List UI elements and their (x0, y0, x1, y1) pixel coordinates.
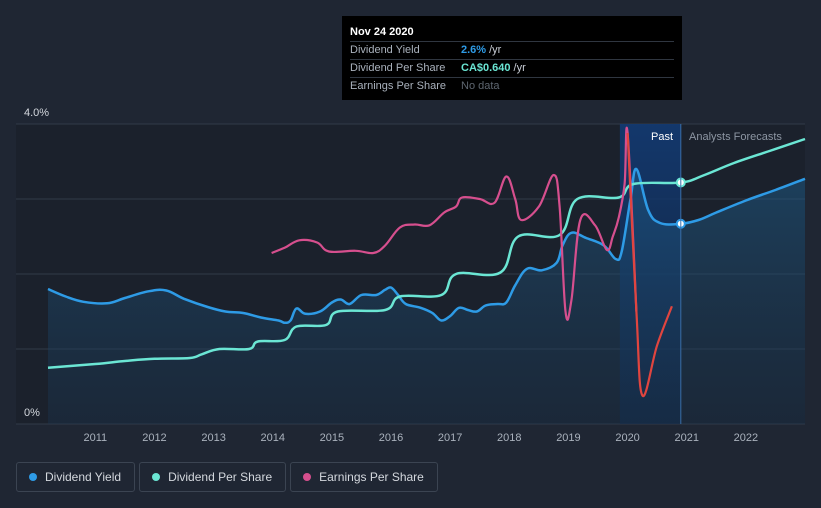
x-axis-tick-label: 2012 (142, 432, 166, 444)
legend-label: Earnings Per Share (319, 470, 424, 484)
legend-item-dividend-per-share[interactable]: Dividend Per Share (139, 462, 287, 492)
x-axis-tick-label: 2022 (734, 432, 758, 444)
x-axis-tick-label: 2016 (379, 432, 403, 444)
dividend-yield-area (48, 168, 805, 424)
tooltip-row-earnings-per-share: Earnings Per Share No data (350, 77, 674, 95)
x-axis-tick-label: 2014 (260, 432, 284, 444)
x-axis-tick-label: 2019 (556, 432, 580, 444)
tooltip-row-dividend-per-share: Dividend Per Share CA$0.640 /yr (350, 59, 674, 77)
legend-item-earnings-per-share[interactable]: Earnings Per Share (290, 462, 438, 492)
tooltip-label: Dividend Per Share (350, 62, 446, 74)
x-axis-tick-label: 2017 (438, 432, 462, 444)
tooltip-value: 2.6% (461, 44, 487, 56)
tooltip-value: No data (461, 80, 500, 92)
tooltip-label: Dividend Yield (350, 44, 420, 56)
dividend-per-share-line (47, 137, 806, 370)
legend: Dividend Yield Dividend Per Share Earnin… (16, 462, 442, 492)
region-forecast-label: Analysts Forecasts (689, 131, 782, 143)
tooltip-value: CA$0.640 (461, 62, 511, 74)
tooltip-unit: /yr (489, 44, 502, 56)
x-axis-tick-label: 2018 (497, 432, 521, 444)
tooltip-unit: /yr (513, 62, 526, 74)
tooltip: Nov 24 2020 Dividend Yield 2.6% /yr Divi… (342, 16, 682, 100)
tooltip-date: Nov 24 2020 (350, 26, 414, 38)
y-axis-label-top: 4.0% (24, 107, 49, 119)
y-axis-label-bottom: 0% (24, 407, 40, 419)
region-past-label: Past (651, 131, 673, 143)
legend-dot-icon (152, 473, 161, 481)
x-axis-tick-label: 2013 (201, 432, 225, 444)
tooltip-row-dividend-yield: Dividend Yield 2.6% /yr (350, 41, 674, 59)
dividend-yield-line (47, 167, 806, 325)
earnings-per-share-decline-line (626, 132, 673, 398)
legend-label: Dividend Yield (45, 470, 122, 484)
legend-dot-icon (29, 473, 37, 481)
x-axis-tick-label: 2020 (615, 432, 639, 444)
x-axis-tick-label: 2011 (83, 432, 107, 444)
legend-item-dividend-yield[interactable]: Dividend Yield (16, 462, 136, 492)
x-axis-tick-label: 2015 (320, 432, 344, 444)
legend-label: Dividend Per Share (168, 470, 273, 484)
x-axis-tick-label: 2021 (674, 432, 698, 444)
tooltip-label: Earnings Per Share (350, 80, 446, 92)
earnings-per-share-line (271, 126, 638, 321)
legend-dot-icon (303, 473, 312, 481)
